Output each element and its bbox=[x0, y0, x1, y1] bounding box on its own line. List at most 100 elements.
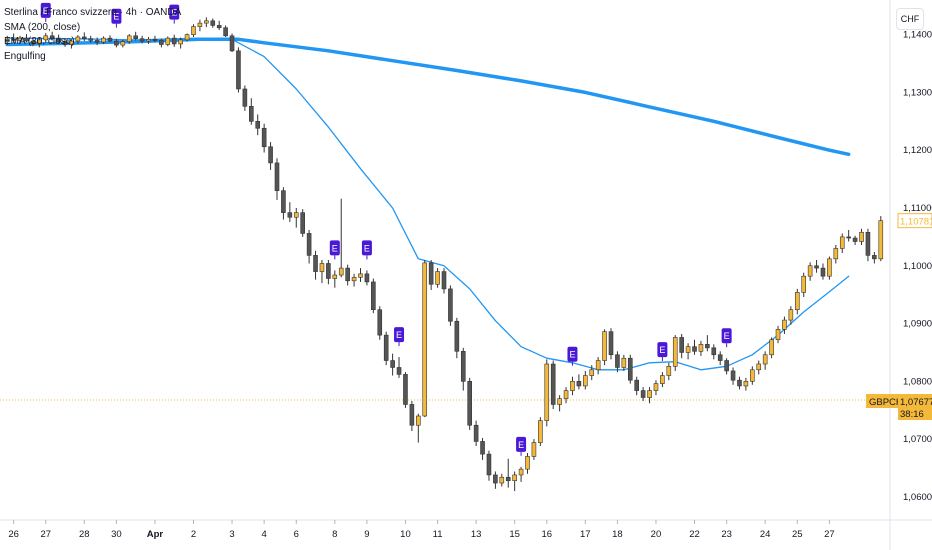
candle-body bbox=[171, 37, 177, 45]
price-tick-label: 1,08000 bbox=[903, 376, 932, 387]
candle-body bbox=[672, 337, 678, 367]
candle bbox=[114, 38, 119, 48]
engulfing-marker: E bbox=[361, 240, 372, 260]
price-tick-label: 1,11000 bbox=[903, 203, 932, 214]
candle bbox=[846, 229, 851, 242]
legend-title[interactable]: Sterlina / Franco svizzero · 4h · OANDA bbox=[4, 7, 182, 18]
candle bbox=[839, 233, 845, 254]
engulfing-marker-label: E bbox=[332, 243, 338, 253]
candle bbox=[672, 335, 678, 371]
candle-body bbox=[17, 37, 23, 41]
time-tick-label: 22 bbox=[689, 529, 700, 540]
candle-body bbox=[698, 344, 704, 352]
candle-body bbox=[531, 442, 537, 457]
engulfing-marker: E bbox=[567, 346, 578, 366]
candle-body bbox=[730, 370, 736, 381]
time-tick-label: 20 bbox=[651, 529, 662, 540]
currency-button[interactable]: CHF bbox=[896, 8, 924, 30]
candle-body bbox=[390, 360, 395, 368]
time-tick-label: 30 bbox=[111, 529, 122, 540]
candle bbox=[801, 272, 806, 297]
candle bbox=[711, 344, 717, 360]
candle bbox=[750, 366, 755, 385]
candle bbox=[544, 359, 550, 427]
candle-body bbox=[621, 357, 627, 368]
candle bbox=[274, 158, 280, 200]
candle-body bbox=[467, 381, 472, 426]
candle-body bbox=[24, 37, 29, 42]
time-tick-label: 18 bbox=[612, 529, 623, 540]
candle bbox=[255, 114, 261, 136]
candle bbox=[319, 260, 325, 284]
engulfing-marker-label: E bbox=[659, 345, 665, 355]
engulfing-marker-label: E bbox=[113, 12, 119, 22]
candle bbox=[191, 24, 196, 37]
candle bbox=[146, 36, 151, 44]
candle-body bbox=[165, 37, 171, 45]
candle bbox=[62, 38, 68, 47]
candle bbox=[24, 34, 29, 43]
candle-body bbox=[473, 424, 479, 442]
candle bbox=[371, 278, 376, 314]
candle-body bbox=[69, 40, 74, 45]
candle-body bbox=[750, 369, 755, 382]
candle bbox=[82, 32, 87, 42]
candle bbox=[403, 372, 408, 408]
legend-engulfing[interactable]: Engulfing bbox=[4, 50, 46, 62]
legend-sma[interactable]: SMA (200, close) bbox=[4, 21, 81, 33]
candle-body bbox=[820, 267, 826, 277]
candle-body bbox=[223, 27, 228, 37]
candle bbox=[538, 417, 543, 447]
candle-body bbox=[460, 350, 466, 382]
candle-body bbox=[441, 271, 447, 290]
engulfing-marker-box bbox=[516, 436, 527, 452]
engulfing-marker: E bbox=[516, 436, 527, 456]
candle-body bbox=[679, 337, 684, 353]
candle-body bbox=[133, 35, 138, 40]
candle-body bbox=[56, 37, 61, 42]
candle bbox=[756, 360, 762, 375]
candle bbox=[589, 365, 595, 381]
candle-body bbox=[377, 309, 383, 336]
candle bbox=[769, 337, 774, 359]
candle-body bbox=[544, 363, 550, 421]
candle-body bbox=[255, 121, 261, 129]
price-tick-label: 1,07000 bbox=[903, 434, 932, 445]
candle bbox=[223, 25, 228, 37]
candle-body bbox=[204, 20, 209, 24]
time-axis[interactable]: 26 27 28 30 Apr 2 3 4 6 8 9 10 11 13 15 16 17 18 20 22 23 24 2… bbox=[8, 520, 835, 540]
price-axis[interactable]: 1,14000 1,13000 1,12000 1,11000 1,10000 1,090… bbox=[903, 30, 932, 503]
candle bbox=[101, 36, 106, 44]
candle bbox=[833, 244, 839, 264]
candle-body bbox=[499, 476, 505, 484]
price-tick-label: 1,14000 bbox=[903, 30, 932, 41]
candle bbox=[351, 273, 357, 287]
candle bbox=[152, 35, 158, 43]
candle bbox=[486, 450, 492, 481]
candle bbox=[306, 229, 312, 264]
candle-body bbox=[345, 267, 350, 282]
candle bbox=[416, 413, 421, 443]
legend-ema[interactable]: EMA (30, close) bbox=[4, 36, 75, 47]
time-tick-label: 15 bbox=[509, 529, 520, 540]
candle bbox=[602, 329, 607, 366]
candle-body bbox=[403, 374, 408, 405]
candle-body bbox=[435, 271, 440, 285]
symbol-tag: GBPCHF bbox=[866, 393, 909, 408]
time-tick-label: 8 bbox=[332, 529, 337, 540]
candle bbox=[49, 31, 55, 41]
candle-body bbox=[146, 38, 151, 42]
candle-body bbox=[4, 38, 10, 42]
candle-body bbox=[114, 40, 119, 46]
candle bbox=[730, 367, 736, 385]
candle-body bbox=[287, 212, 293, 218]
candle bbox=[126, 34, 132, 44]
time-tick-label: 24 bbox=[760, 529, 771, 540]
candle bbox=[705, 335, 710, 352]
engulfing-marker-label: E bbox=[43, 6, 49, 16]
candle bbox=[358, 268, 363, 282]
time-tick-label: 6 bbox=[294, 529, 299, 540]
candle bbox=[120, 39, 126, 48]
